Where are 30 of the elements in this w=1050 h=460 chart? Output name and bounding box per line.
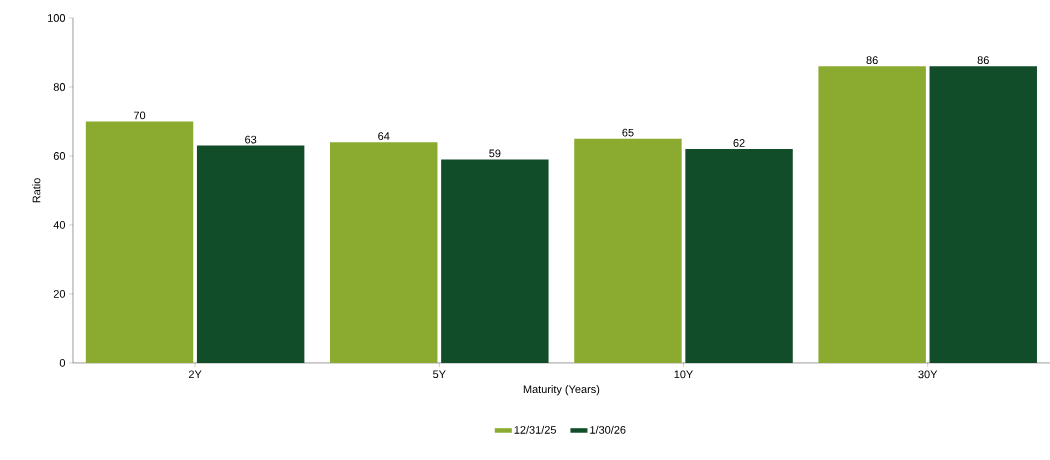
y-axis-title: Ratio [32,178,41,203]
x-axis-title: Maturity (Years) [523,385,600,396]
x-tick-label: 2Y [188,370,202,379]
y-tick-label: 20 [53,290,66,298]
bar [196,145,305,363]
y-tick-label: 80 [53,83,66,91]
bar [929,66,1037,363]
data-label: 64 [378,132,390,141]
y-tick-label: 0 [59,359,66,367]
x-tick-label: 30Y [918,370,938,379]
bar [818,66,926,363]
data-label: 63 [245,135,257,144]
bar [574,138,682,363]
x-tick-label: 5Y [433,370,446,379]
data-label: 86 [977,56,989,65]
bar [85,121,194,363]
y-tick-label: 100 [48,14,66,22]
bar [441,159,549,363]
bar [330,142,438,363]
y-tick-label: 40 [53,221,66,229]
x-tick-label: 10Y [674,370,693,379]
data-label: 59 [489,149,501,158]
data-label: 70 [134,111,146,120]
bar [685,149,793,363]
data-label: 65 [622,128,634,137]
data-label: 62 [733,139,745,147]
legend-label: 12/31/25 [514,425,556,434]
data-label: 86 [866,56,878,65]
y-tick-label: 60 [53,152,66,160]
legend-label: 1/30/26 [590,425,626,434]
